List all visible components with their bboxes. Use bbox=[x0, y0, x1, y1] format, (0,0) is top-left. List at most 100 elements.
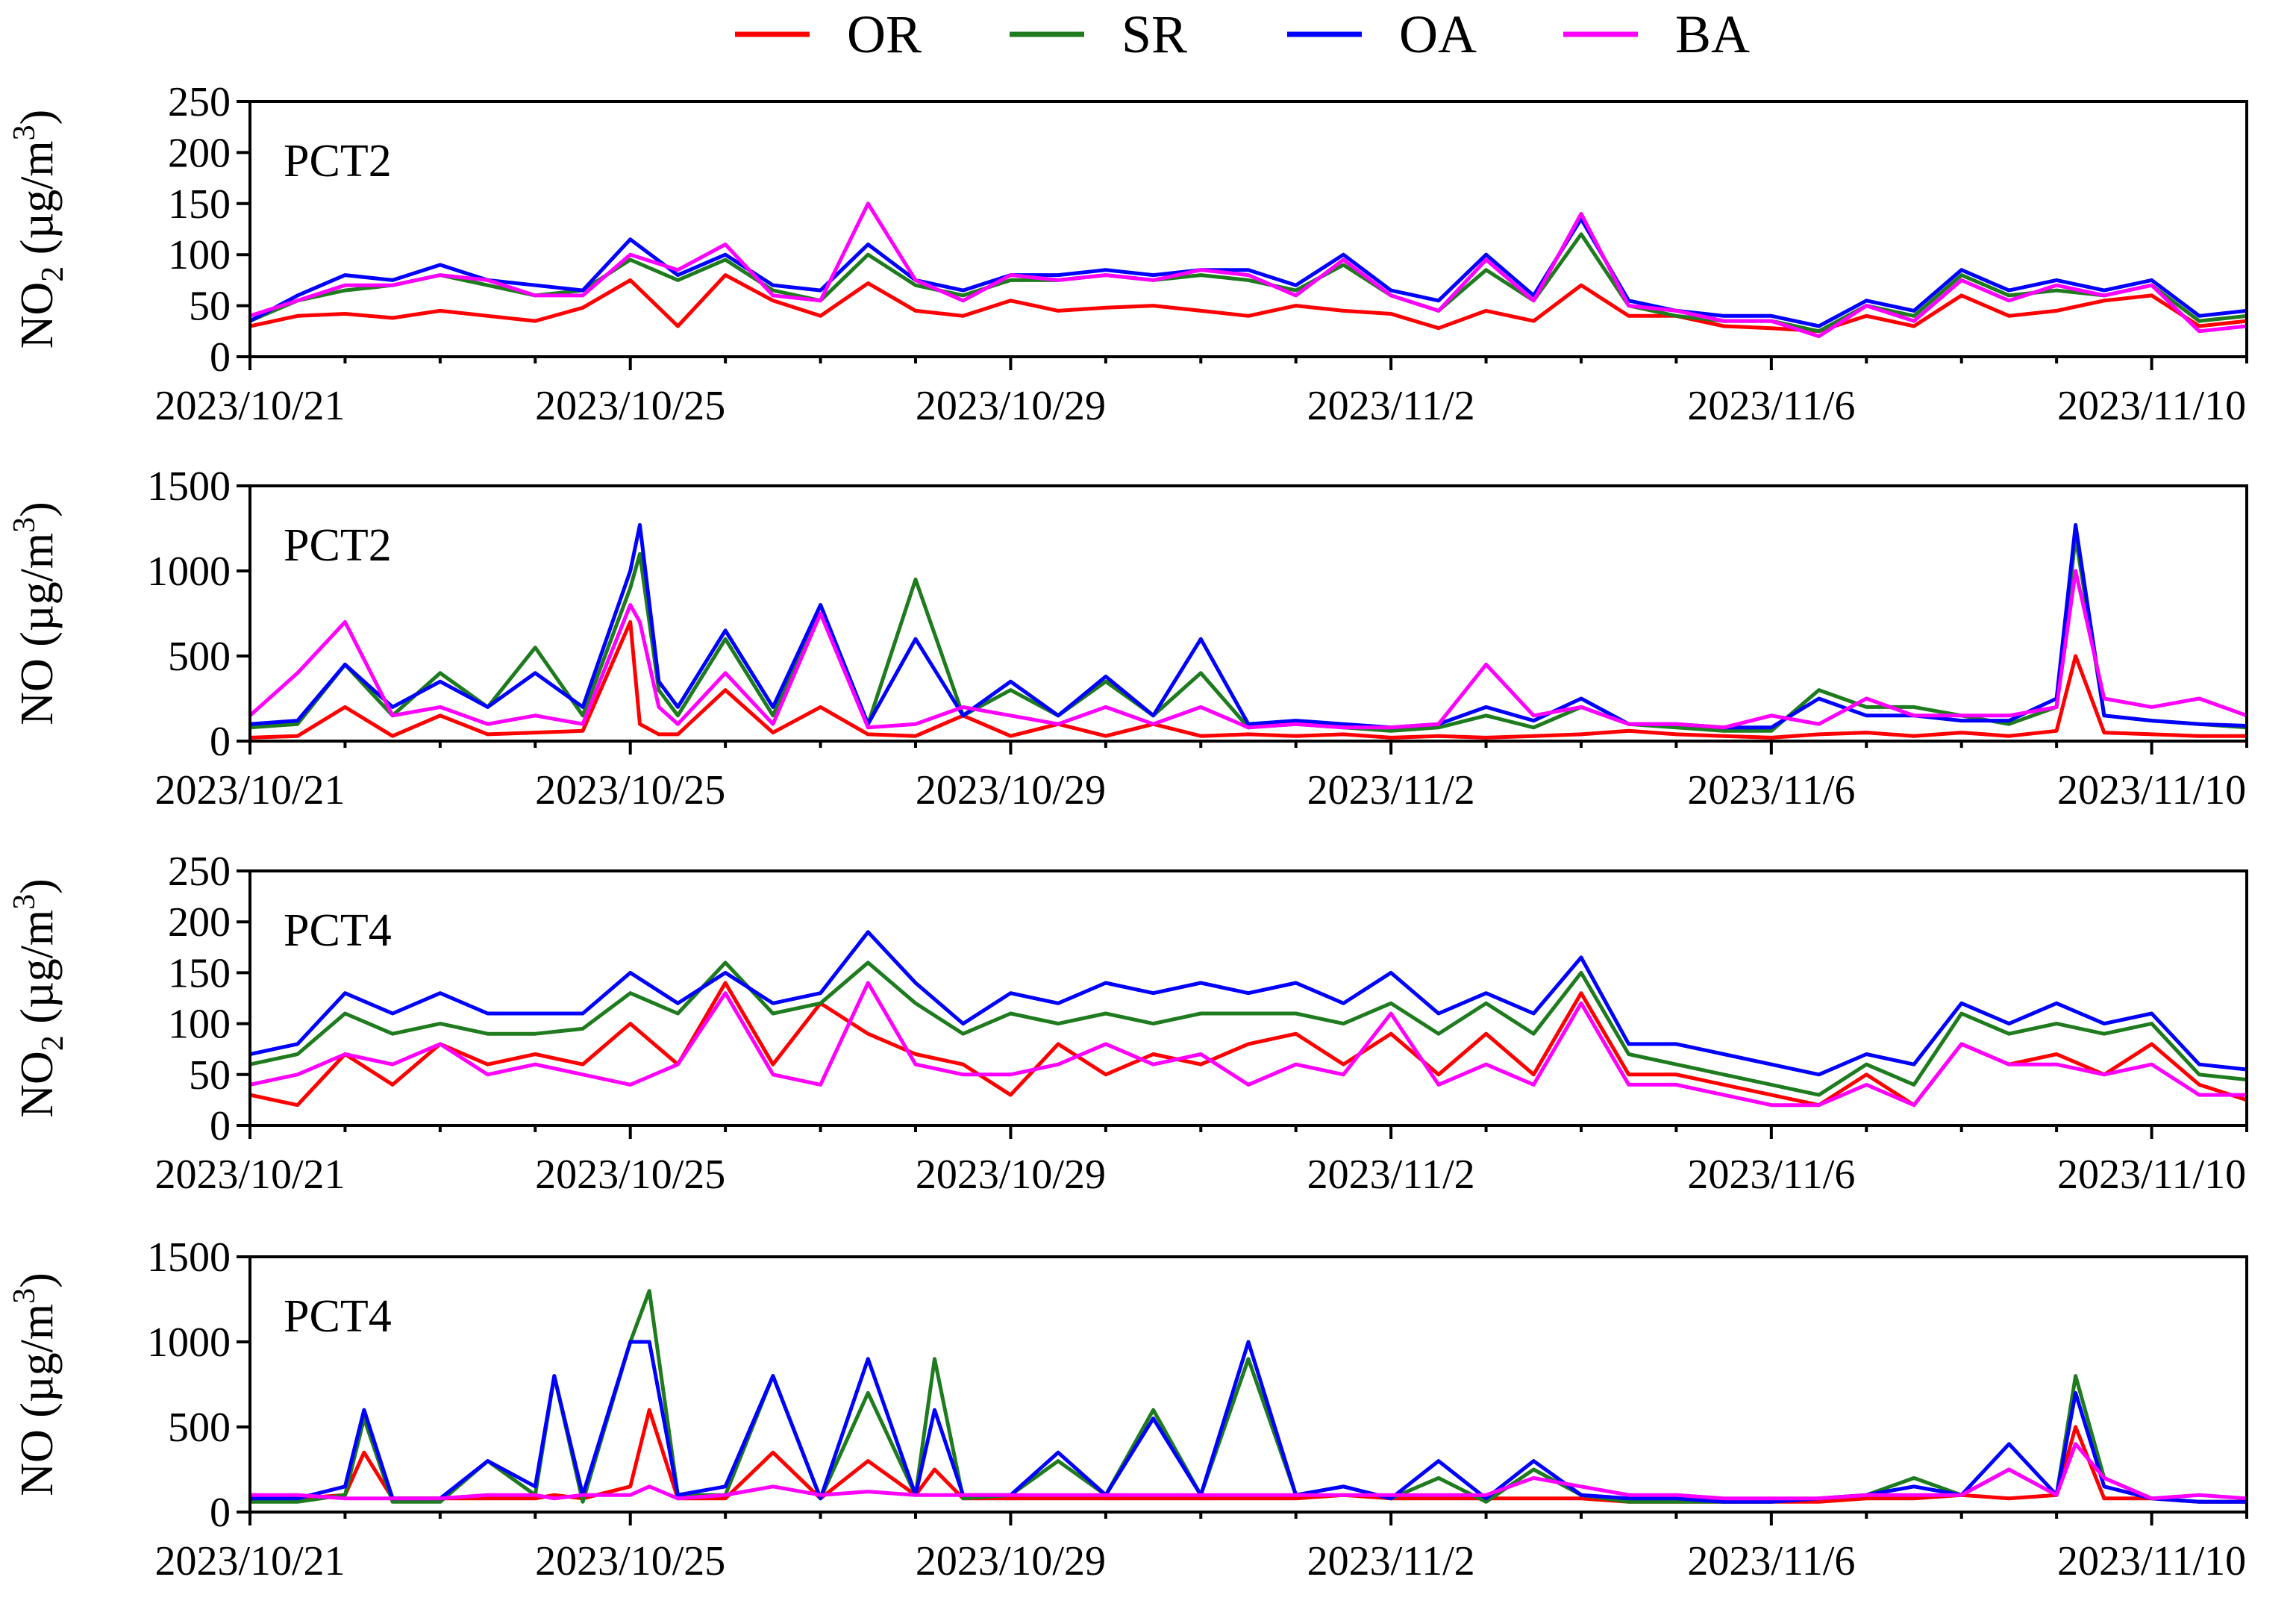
series-group bbox=[250, 1289, 2247, 1504]
legend-label: OA bbox=[1399, 4, 1477, 64]
x-tick-label: 2023/11/6 bbox=[1687, 1538, 1855, 1584]
x-tick-label: 2023/10/29 bbox=[916, 1152, 1106, 1198]
y-tick-label: 250 bbox=[168, 849, 231, 895]
y-tick-label: 200 bbox=[168, 899, 231, 946]
series-line-ba bbox=[250, 981, 2247, 1108]
x-tick-label: 2023/11/2 bbox=[1307, 383, 1475, 429]
legend-item-ba: BA bbox=[1563, 4, 1750, 64]
y-axis-title: NO2 (µg/m3) bbox=[7, 878, 70, 1118]
legend-label: OR bbox=[847, 4, 922, 64]
x-tick-label: 2023/10/29 bbox=[916, 1538, 1106, 1584]
series-line-oa bbox=[250, 216, 2247, 328]
y-axis-title-superscript: 3 bbox=[7, 125, 42, 140]
y-axis-title-main: NO bbox=[12, 1429, 63, 1496]
series-line-sr bbox=[250, 961, 2247, 1097]
y-tick-label: 100 bbox=[168, 232, 231, 278]
y-tick-label: 1500 bbox=[147, 1234, 231, 1281]
y-axis-title-superscript: 3 bbox=[7, 1288, 42, 1304]
x-tick-label: 2023/11/10 bbox=[2057, 1538, 2246, 1584]
x-tick-label: 2023/10/21 bbox=[154, 767, 345, 813]
chart-panel-2: 0 500 1000 1500 2023/10/21 2023/10/25 2023/10/… bbox=[7, 463, 2248, 813]
x-tick-label: 2023/10/25 bbox=[535, 767, 725, 813]
x-tick-label: 2023/10/25 bbox=[535, 1152, 725, 1198]
x-tick-label: 2023/10/21 bbox=[154, 1538, 345, 1584]
y-axis-title-close: ) bbox=[12, 502, 63, 517]
plot-frame bbox=[248, 869, 2248, 1127]
y-axis-title-main: NO bbox=[12, 658, 63, 725]
y-axis-title-unit: (µg/m bbox=[12, 533, 63, 658]
y-tick-label: 1000 bbox=[147, 1319, 231, 1366]
y-axis-title-unit: (µg/m bbox=[12, 140, 63, 266]
x-tick-label: 2023/11/2 bbox=[1307, 1538, 1475, 1584]
y-tick-label: 150 bbox=[168, 181, 231, 228]
plot-frame bbox=[248, 484, 2248, 743]
x-tick-label: 2023/10/25 bbox=[535, 1538, 725, 1584]
series-line-ba bbox=[250, 569, 2247, 730]
x-tick-label: 2023/10/21 bbox=[154, 383, 345, 429]
y-axis-title-close: ) bbox=[12, 110, 63, 125]
y-axis-title: NO (µg/m3) bbox=[7, 502, 63, 725]
series-line-ba bbox=[250, 202, 2247, 339]
y-tick-label: 100 bbox=[168, 1002, 231, 1048]
series-group bbox=[250, 522, 2247, 740]
y-axis-title-subscript: 2 bbox=[36, 1035, 70, 1051]
y-axis-title: NO (µg/m3) bbox=[7, 1272, 63, 1496]
plot-frame bbox=[248, 1255, 2248, 1514]
x-tick-label: 2023/11/10 bbox=[2057, 1152, 2246, 1198]
x-tick-label: 2023/10/29 bbox=[916, 383, 1106, 429]
y-tick-label: 0 bbox=[210, 1490, 231, 1536]
series-line-or bbox=[250, 273, 2247, 334]
y-axis-title-unit: (µg/m bbox=[12, 1304, 63, 1429]
y-tick-label: 0 bbox=[210, 334, 231, 381]
panel-label: PCT4 bbox=[284, 905, 392, 956]
x-tick-label: 2023/11/10 bbox=[2057, 383, 2246, 429]
y-axis-title-main: NO bbox=[12, 1051, 63, 1118]
x-tick-label: 2023/10/29 bbox=[916, 767, 1106, 813]
panel-label: PCT4 bbox=[284, 1291, 392, 1342]
series-line-oa bbox=[250, 1340, 2247, 1504]
series-line-or bbox=[250, 1408, 2247, 1504]
y-axis-title-unit: (µg/m bbox=[12, 910, 63, 1035]
y-tick-label: 50 bbox=[189, 284, 231, 330]
x-tick-label: 2023/11/6 bbox=[1687, 1152, 1855, 1198]
plot-frame bbox=[248, 100, 2248, 358]
series-line-or bbox=[250, 981, 2247, 1108]
series-line-ba bbox=[250, 1442, 2247, 1501]
x-tick-label: 2023/11/2 bbox=[1307, 767, 1475, 813]
x-tick-label: 2023/11/2 bbox=[1307, 1152, 1475, 1198]
series-line-or bbox=[250, 619, 2247, 740]
y-axis-title: NO2 (µg/m3) bbox=[7, 110, 70, 349]
y-axis-title-close: ) bbox=[12, 1272, 63, 1288]
x-tick-label: 2023/10/25 bbox=[535, 383, 725, 429]
y-tick-label: 150 bbox=[168, 950, 231, 996]
y-tick-label: 1500 bbox=[147, 463, 231, 510]
series-line-oa bbox=[250, 522, 2247, 730]
y-tick-label: 50 bbox=[189, 1052, 231, 1099]
y-tick-label: 1000 bbox=[147, 549, 231, 595]
series-group bbox=[250, 930, 2247, 1108]
y-axis-title-superscript: 3 bbox=[7, 894, 42, 910]
panel-label: PCT2 bbox=[284, 520, 392, 571]
y-axis-title-main: NO bbox=[12, 282, 63, 349]
y-axis-title-subscript: 2 bbox=[36, 266, 70, 282]
x-tick-label: 2023/10/21 bbox=[154, 1152, 345, 1198]
legend-item-or: OR bbox=[735, 4, 922, 64]
legend-item-oa: OA bbox=[1287, 4, 1477, 64]
series-line-sr bbox=[250, 534, 2247, 733]
x-tick-label: 2023/11/6 bbox=[1687, 383, 1855, 429]
y-tick-label: 250 bbox=[168, 79, 231, 125]
x-tick-label: 2023/11/10 bbox=[2057, 767, 2246, 813]
y-axis-title-close: ) bbox=[12, 878, 63, 894]
legend-label: SR bbox=[1122, 4, 1187, 64]
chart-panel-4: 0 500 1000 1500 2023/10/21 2023/10/25 2023/10/… bbox=[7, 1234, 2248, 1584]
series-group bbox=[250, 202, 2247, 339]
panel-label: PCT2 bbox=[284, 136, 392, 187]
legend-label: BA bbox=[1675, 4, 1750, 64]
y-tick-label: 0 bbox=[210, 719, 231, 765]
x-tick-label: 2023/11/6 bbox=[1687, 767, 1855, 813]
legend: OR SR OA BA bbox=[735, 4, 1750, 64]
